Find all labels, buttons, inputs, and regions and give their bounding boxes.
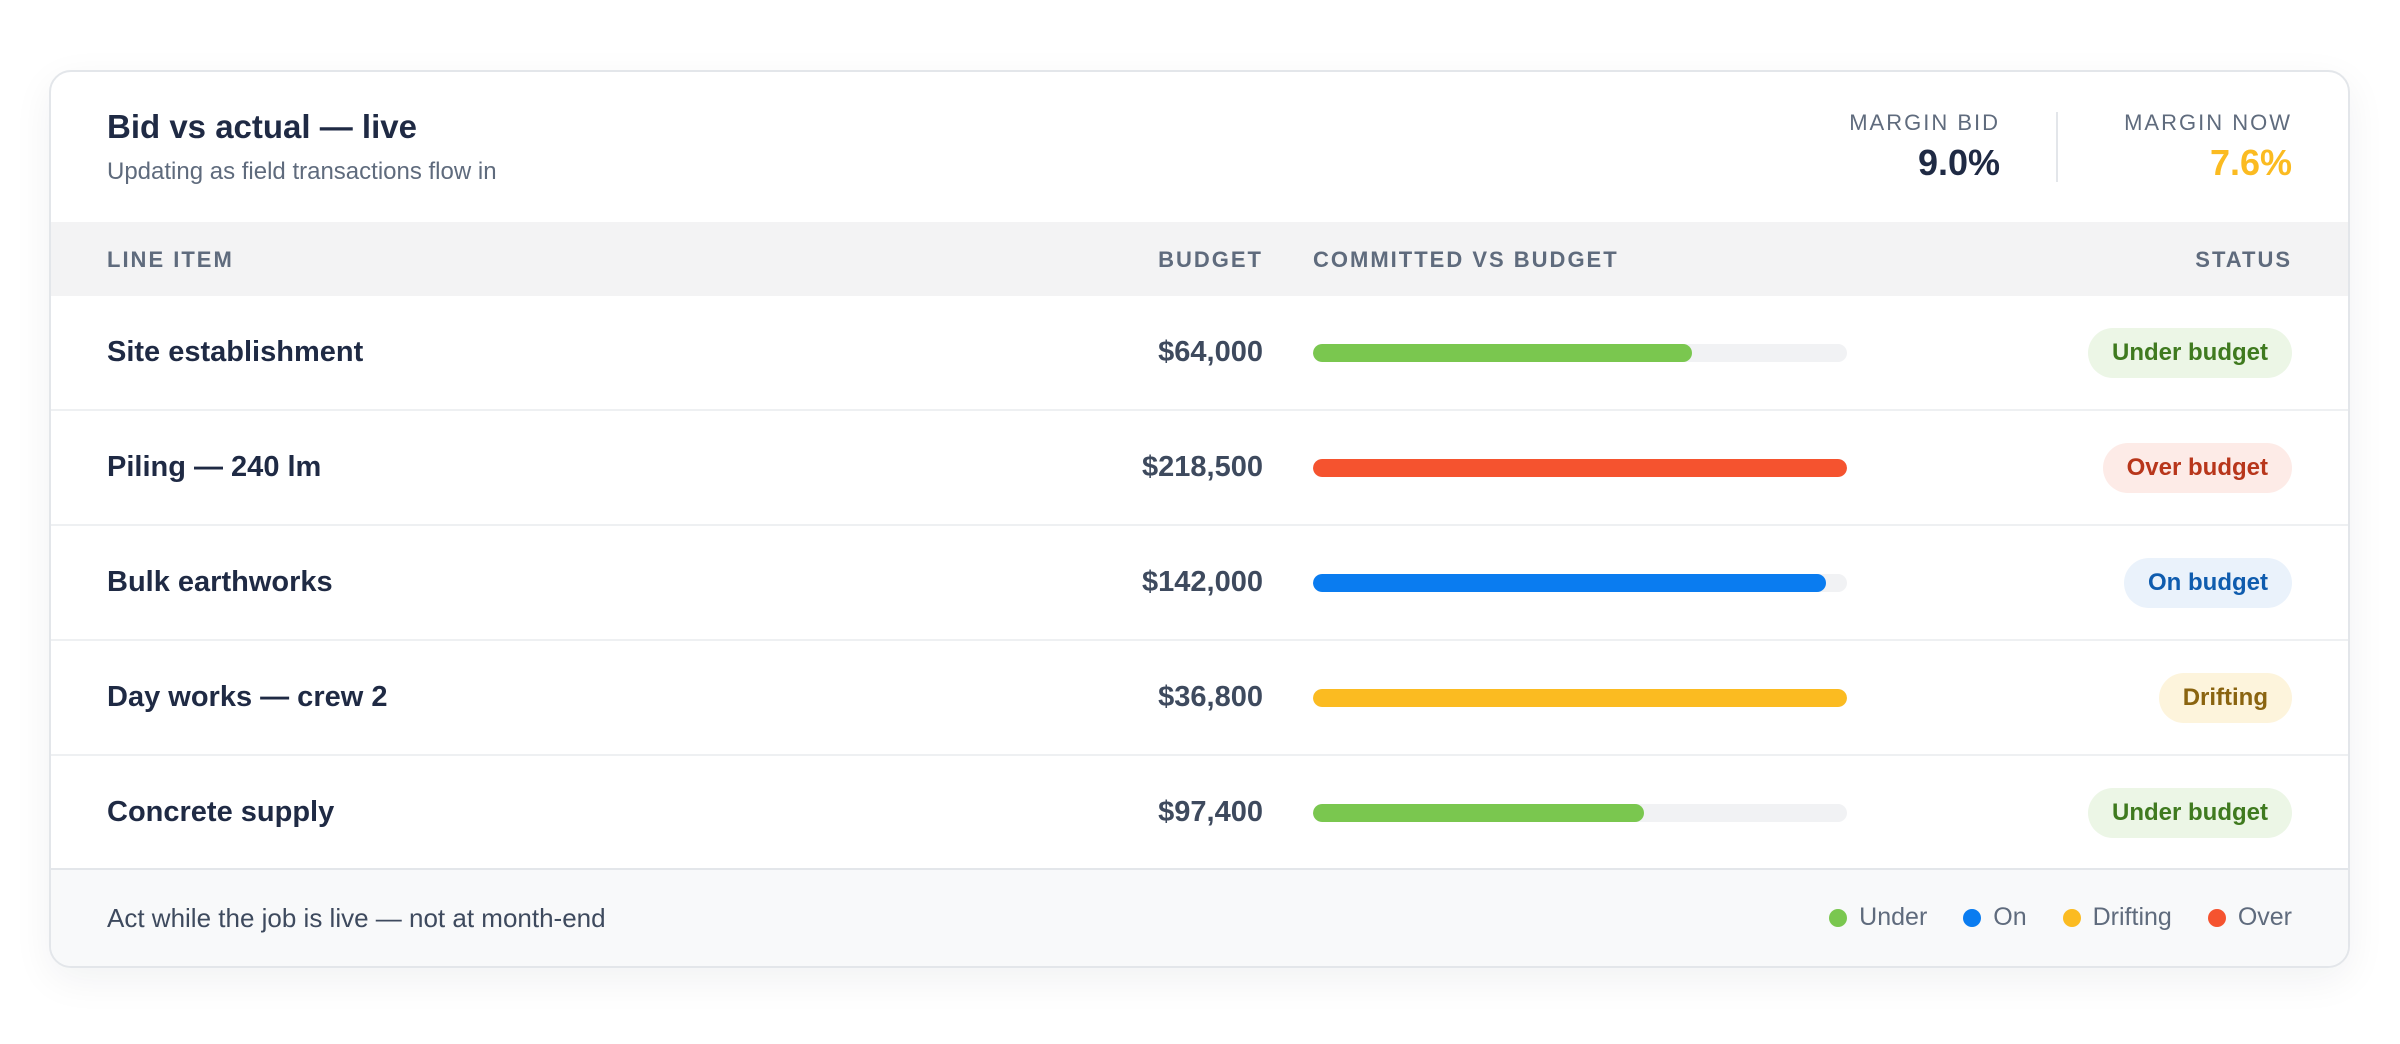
legend-dot-icon — [1963, 908, 1982, 927]
table-row[interactable]: Concrete supply $97,400 Under budget — [51, 756, 2348, 870]
line-item-name: Piling — 240 lm — [107, 451, 322, 483]
line-item-name: Bulk earthworks — [107, 566, 333, 598]
column-header-line-item: LINE ITEM — [107, 247, 234, 272]
metric-divider — [2056, 112, 2058, 182]
footer-note: Act while the job is live — not at month… — [107, 903, 606, 933]
legend-dot-icon — [1829, 908, 1848, 927]
line-item-budget: $64,000 — [1158, 336, 1263, 368]
card-footer: Act while the job is live — not at month… — [51, 868, 2348, 966]
committed-bar-fill — [1313, 689, 1847, 707]
legend-dot-icon — [2207, 908, 2226, 927]
line-item-name: Concrete supply — [107, 796, 335, 828]
legend-label: Over — [2237, 903, 2292, 931]
committed-bar-fill — [1313, 459, 1847, 477]
line-item-budget: $142,000 — [1142, 566, 1263, 598]
line-item-name: Site establishment — [107, 336, 364, 368]
committed-vs-budget-bar — [1313, 689, 1847, 707]
table-header: LINE ITEM BUDGET COMMITTED VS BUDGET STA… — [51, 222, 2348, 296]
status-badge: Under budget — [2088, 328, 2292, 378]
margin-bid-label: MARGIN BID — [1849, 110, 2000, 135]
card-subtitle: Updating as field transactions flow in — [107, 158, 497, 185]
margin-bid-value: 9.0% — [1917, 142, 2000, 183]
status-badge: Drifting — [2158, 673, 2292, 723]
table-row[interactable]: Piling — 240 lm $218,500 Over budget — [51, 411, 2348, 526]
column-header-committed-vs-budget: COMMITTED VS BUDGET — [1313, 247, 1619, 272]
table-body: Site establishment $64,000 Under budget Pil… — [51, 296, 2348, 870]
column-header-status: STATUS — [2195, 247, 2292, 272]
legend-dot-icon — [2062, 908, 2081, 927]
bid-vs-actual-card: Bid vs actual — live Updating as field t… — [49, 70, 2350, 968]
committed-bar-fill — [1313, 804, 1645, 822]
column-header-budget: BUDGET — [1158, 247, 1263, 272]
margin-bid-metric: MARGIN BID 9.0% — [1849, 110, 2000, 184]
legend-item-under: Under — [1829, 903, 1927, 932]
card-title: Bid vs actual — live — [107, 108, 417, 145]
status-badge: Under budget — [2088, 788, 2292, 838]
committed-vs-budget-bar — [1313, 459, 1847, 477]
legend-label: On — [1993, 903, 2027, 931]
committed-bar-fill — [1313, 574, 1826, 592]
committed-vs-budget-bar — [1313, 344, 1847, 362]
status-badge: Over budget — [2102, 443, 2292, 493]
margin-now-value: 7.6% — [2209, 142, 2292, 183]
legend-item-drifting: Drifting — [2062, 903, 2172, 932]
card-header: Bid vs actual — live Updating as field t… — [51, 72, 2348, 222]
legend-label: Drifting — [2092, 903, 2172, 931]
line-item-budget: $36,800 — [1158, 681, 1263, 713]
table-row[interactable]: Site establishment $64,000 Under budget — [51, 296, 2348, 411]
margin-now-label: MARGIN NOW — [2124, 110, 2292, 135]
line-item-budget: $97,400 — [1158, 796, 1263, 828]
status-badge: On budget — [2124, 558, 2292, 608]
line-item-budget: $218,500 — [1142, 451, 1263, 483]
table-row[interactable]: Day works — crew 2 $36,800 Drifting — [51, 641, 2348, 756]
legend-item-on: On — [1963, 903, 2027, 932]
legend-item-over: Over — [2207, 903, 2292, 932]
committed-vs-budget-bar — [1313, 574, 1847, 592]
margin-now-metric: MARGIN NOW 7.6% — [2124, 110, 2292, 184]
legend-label: Under — [1859, 903, 1928, 931]
committed-vs-budget-bar — [1313, 804, 1847, 822]
status-legend: Under On Drifting Over — [1829, 903, 2292, 932]
committed-bar-fill — [1313, 344, 1693, 362]
table-row[interactable]: Bulk earthworks $142,000 On budget — [51, 526, 2348, 641]
line-item-name: Day works — crew 2 — [107, 681, 388, 713]
